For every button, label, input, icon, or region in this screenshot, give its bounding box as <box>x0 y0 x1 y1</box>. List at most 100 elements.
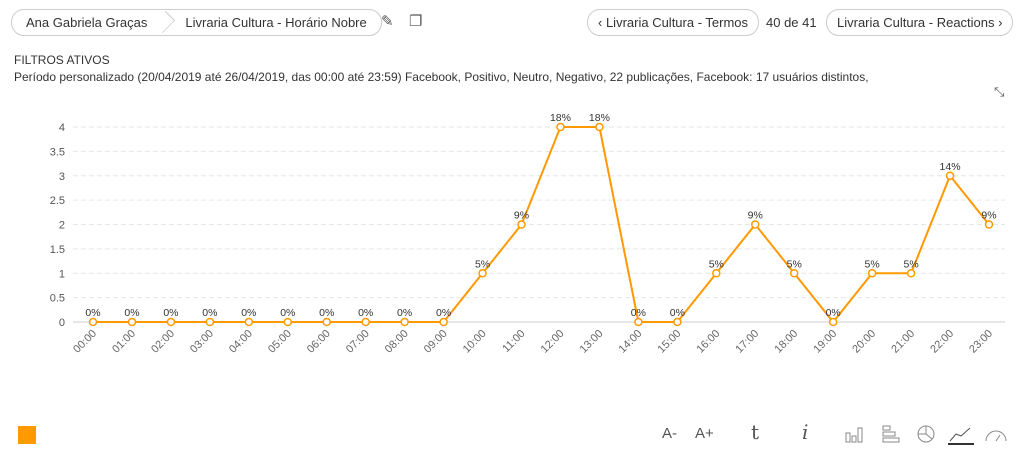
x-tick-label: 06:00 <box>305 328 333 356</box>
data-label: 9% <box>748 210 763 222</box>
y-tick-label: 2 <box>59 220 65 232</box>
x-tick-label: 11:00 <box>500 328 527 355</box>
y-tick-label: 3 <box>59 171 65 183</box>
data-label: 9% <box>981 210 996 222</box>
y-tick-label: 0.5 <box>50 293 65 305</box>
data-label: 0% <box>280 307 295 319</box>
data-point <box>361 317 370 327</box>
next-button[interactable]: Livraria Cultura - Reactions › <box>826 9 1014 36</box>
active-filters: FILTROS ATIVOS Período personalizado (20… <box>14 53 869 87</box>
filters-title: FILTROS ATIVOS <box>14 53 110 67</box>
data-label: 0% <box>241 307 256 319</box>
x-tick-label: 19:00 <box>811 328 839 356</box>
x-tick-label: 16:00 <box>694 328 722 356</box>
data-point <box>283 317 293 327</box>
chevron-left-icon: ‹ <box>598 15 606 30</box>
x-tick-label: 21:00 <box>889 328 917 356</box>
data-point <box>439 317 448 327</box>
data-label: 0% <box>358 307 373 319</box>
breadcrumb-item[interactable]: Livraria Cultura - Horário Nobre <box>185 15 367 30</box>
bar-chart-icon[interactable] <box>845 425 863 443</box>
data-label: 5% <box>903 258 918 270</box>
data-label: 5% <box>787 258 802 270</box>
x-tick-label: 12:00 <box>539 328 567 356</box>
x-tick-label: 23:00 <box>967 328 995 356</box>
data-point <box>322 317 331 327</box>
data-label: 0% <box>202 307 217 319</box>
y-tick-label: 3.5 <box>50 146 65 158</box>
data-point <box>867 269 877 278</box>
data-point <box>127 317 137 327</box>
data-label: 0% <box>163 307 178 319</box>
data-point <box>789 269 799 278</box>
next-label: Livraria Cultura - Reactions <box>837 15 995 30</box>
data-point <box>166 317 176 327</box>
x-tick-label: 04:00 <box>227 328 255 356</box>
data-label: 0% <box>631 307 646 319</box>
data-point <box>478 269 487 278</box>
y-tick-label: 4 <box>59 122 65 134</box>
data-label: 5% <box>865 258 880 270</box>
data-label: 0% <box>826 307 841 319</box>
line-chart: 0 0.5 1 1.5 2 2.5 3 3.5 4 00:00 01:00 02:00 03:00 04:… <box>50 112 1005 356</box>
data-point <box>88 317 98 327</box>
data-point <box>984 220 994 229</box>
x-tick-label: 09:00 <box>422 328 450 356</box>
text-icon[interactable]: t <box>751 420 760 444</box>
data-point <box>945 171 955 180</box>
collapse-icon[interactable]: ⤡ <box>994 84 1005 99</box>
breadcrumb: Ana Gabriela Graças Livraria Cultura - H… <box>11 9 382 36</box>
data-point <box>595 122 604 132</box>
info-icon[interactable]: i <box>802 420 809 444</box>
prev-label: Livraria Cultura - Termos <box>605 15 749 30</box>
breadcrumb-item[interactable]: Ana Gabriela Graças <box>26 15 148 30</box>
font-increase-button[interactable]: A+ <box>695 425 714 442</box>
x-tick-label: 10:00 <box>461 328 489 356</box>
data-label: 14% <box>940 161 961 173</box>
data-point <box>906 269 916 278</box>
gauge-icon[interactable] <box>984 425 1008 443</box>
data-point <box>828 317 838 327</box>
data-point <box>673 317 682 327</box>
data-point <box>244 317 254 327</box>
data-label: 5% <box>475 258 490 270</box>
x-tick-label: 01:00 <box>110 328 138 356</box>
edit-icon[interactable]: ✎ <box>381 13 394 30</box>
position-indicator: 40 de 41 <box>766 15 817 30</box>
x-tick-label: 00:00 <box>71 328 99 356</box>
x-tick-label: 05:00 <box>266 328 294 356</box>
data-label: 5% <box>709 258 724 270</box>
data-point <box>556 122 565 132</box>
data-label: 18% <box>550 112 571 124</box>
copy-icon[interactable]: ❐ <box>409 13 423 30</box>
x-tick-label: 08:00 <box>383 328 411 356</box>
pie-chart-icon[interactable] <box>916 425 936 443</box>
data-label: 9% <box>514 210 529 222</box>
x-tick-label: 15:00 <box>656 328 684 356</box>
x-tick-label: 14:00 <box>617 328 645 356</box>
series-line <box>93 126 990 324</box>
x-tick-label: 17:00 <box>733 328 761 356</box>
y-tick-label: 0 <box>59 317 65 329</box>
x-tick-label: 07:00 <box>344 328 372 356</box>
x-tick-label: 02:00 <box>149 328 177 356</box>
data-point <box>400 317 409 327</box>
filters-text: Período personalizado (20/04/2019 até 26… <box>14 70 869 84</box>
prev-button[interactable]: ‹ Livraria Cultura - Termos <box>587 9 760 36</box>
data-label: 0% <box>124 307 139 319</box>
chevron-right-icon: › <box>994 15 1003 30</box>
horizontal-bar-icon[interactable] <box>882 425 900 443</box>
line-chart-icon[interactable] <box>948 425 974 445</box>
data-label: 0% <box>85 307 100 319</box>
data-label: 0% <box>670 307 685 319</box>
data-label: 0% <box>397 307 412 319</box>
data-point <box>517 220 526 229</box>
x-tick-label: 18:00 <box>772 328 800 356</box>
font-decrease-button[interactable]: A- <box>662 425 677 442</box>
legend-swatch[interactable] <box>18 426 36 444</box>
data-point <box>751 220 760 229</box>
x-tick-label: 20:00 <box>850 328 878 356</box>
data-label: 0% <box>436 307 451 319</box>
x-tick-label: 22:00 <box>928 328 956 356</box>
data-label: 18% <box>589 112 610 124</box>
